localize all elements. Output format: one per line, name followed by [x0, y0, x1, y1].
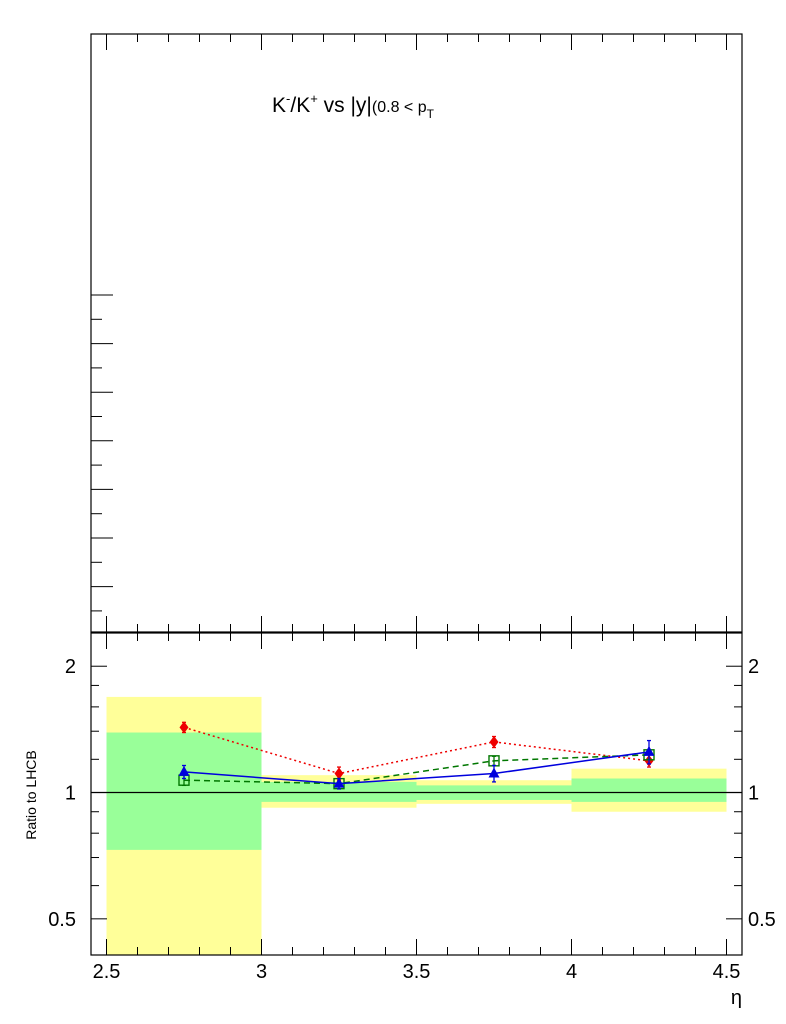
series-2-point-3 [643, 745, 655, 756]
series-2-point-1 [333, 777, 345, 788]
x-tick-label-0: 2.5 [93, 961, 121, 983]
x-axis-label: η [731, 987, 742, 1009]
tick-labels: 2.5 3 3.5 4 4.5 0.5 1 2 0.5 1 2 [48, 656, 776, 983]
series-2-line [183, 751, 650, 785]
title-sup-plus: + [310, 91, 318, 106]
series-1-line [183, 754, 650, 785]
inner-band-0 [106, 732, 262, 850]
y-tick-label-left-2: 2 [65, 656, 76, 678]
upper-panel: K-/K+ vs |y|(0.8 < pT [90, 33, 743, 633]
y-axis-label: Ratio to LHCB [23, 750, 39, 839]
series-0-point-1 [334, 767, 344, 780]
upper-title: K-/K+ vs |y|(0.8 < pT [272, 91, 435, 121]
ratio-panel: 2.5 3 3.5 4 4.5 0.5 1 2 0.5 1 2 η Ratio to LHCB [23, 632, 776, 1009]
title-sup-minus: - [286, 91, 290, 106]
title-range: (0.8 < p [372, 99, 427, 116]
x-tick-label-3: 4 [566, 961, 577, 983]
y-tick-label-right-0: 0.5 [748, 909, 776, 931]
ratio-axis-ticks [91, 633, 742, 955]
inner-band-1 [261, 781, 417, 802]
y-tick-label-left-0: 0.5 [48, 909, 76, 931]
y-tick-label-left-1: 1 [65, 783, 76, 805]
x-tick-label-4: 4.5 [713, 961, 741, 983]
title-k: K [272, 94, 286, 117]
inner-band-3 [571, 778, 727, 802]
series-layer [178, 721, 655, 790]
upper-frame [90, 33, 743, 633]
series-2-point-2 [488, 767, 500, 778]
y-tick-label-right-2: 2 [748, 656, 759, 678]
series-0-point-0 [179, 721, 189, 734]
x-tick-label-1: 3 [256, 961, 267, 983]
uncertainty-bands [106, 696, 727, 955]
series-2-point-0 [178, 765, 190, 776]
title-sub-t: T [427, 107, 435, 121]
upper-axis-ticks [91, 34, 727, 632]
title-slash-k: /K [290, 94, 310, 117]
series-0-line [183, 726, 650, 775]
x-tick-label-2: 3.5 [403, 961, 431, 983]
title-vs-y: vs |y| [318, 94, 372, 117]
series-0-point-2 [489, 735, 499, 748]
y-tick-label-right-1: 1 [748, 783, 759, 805]
